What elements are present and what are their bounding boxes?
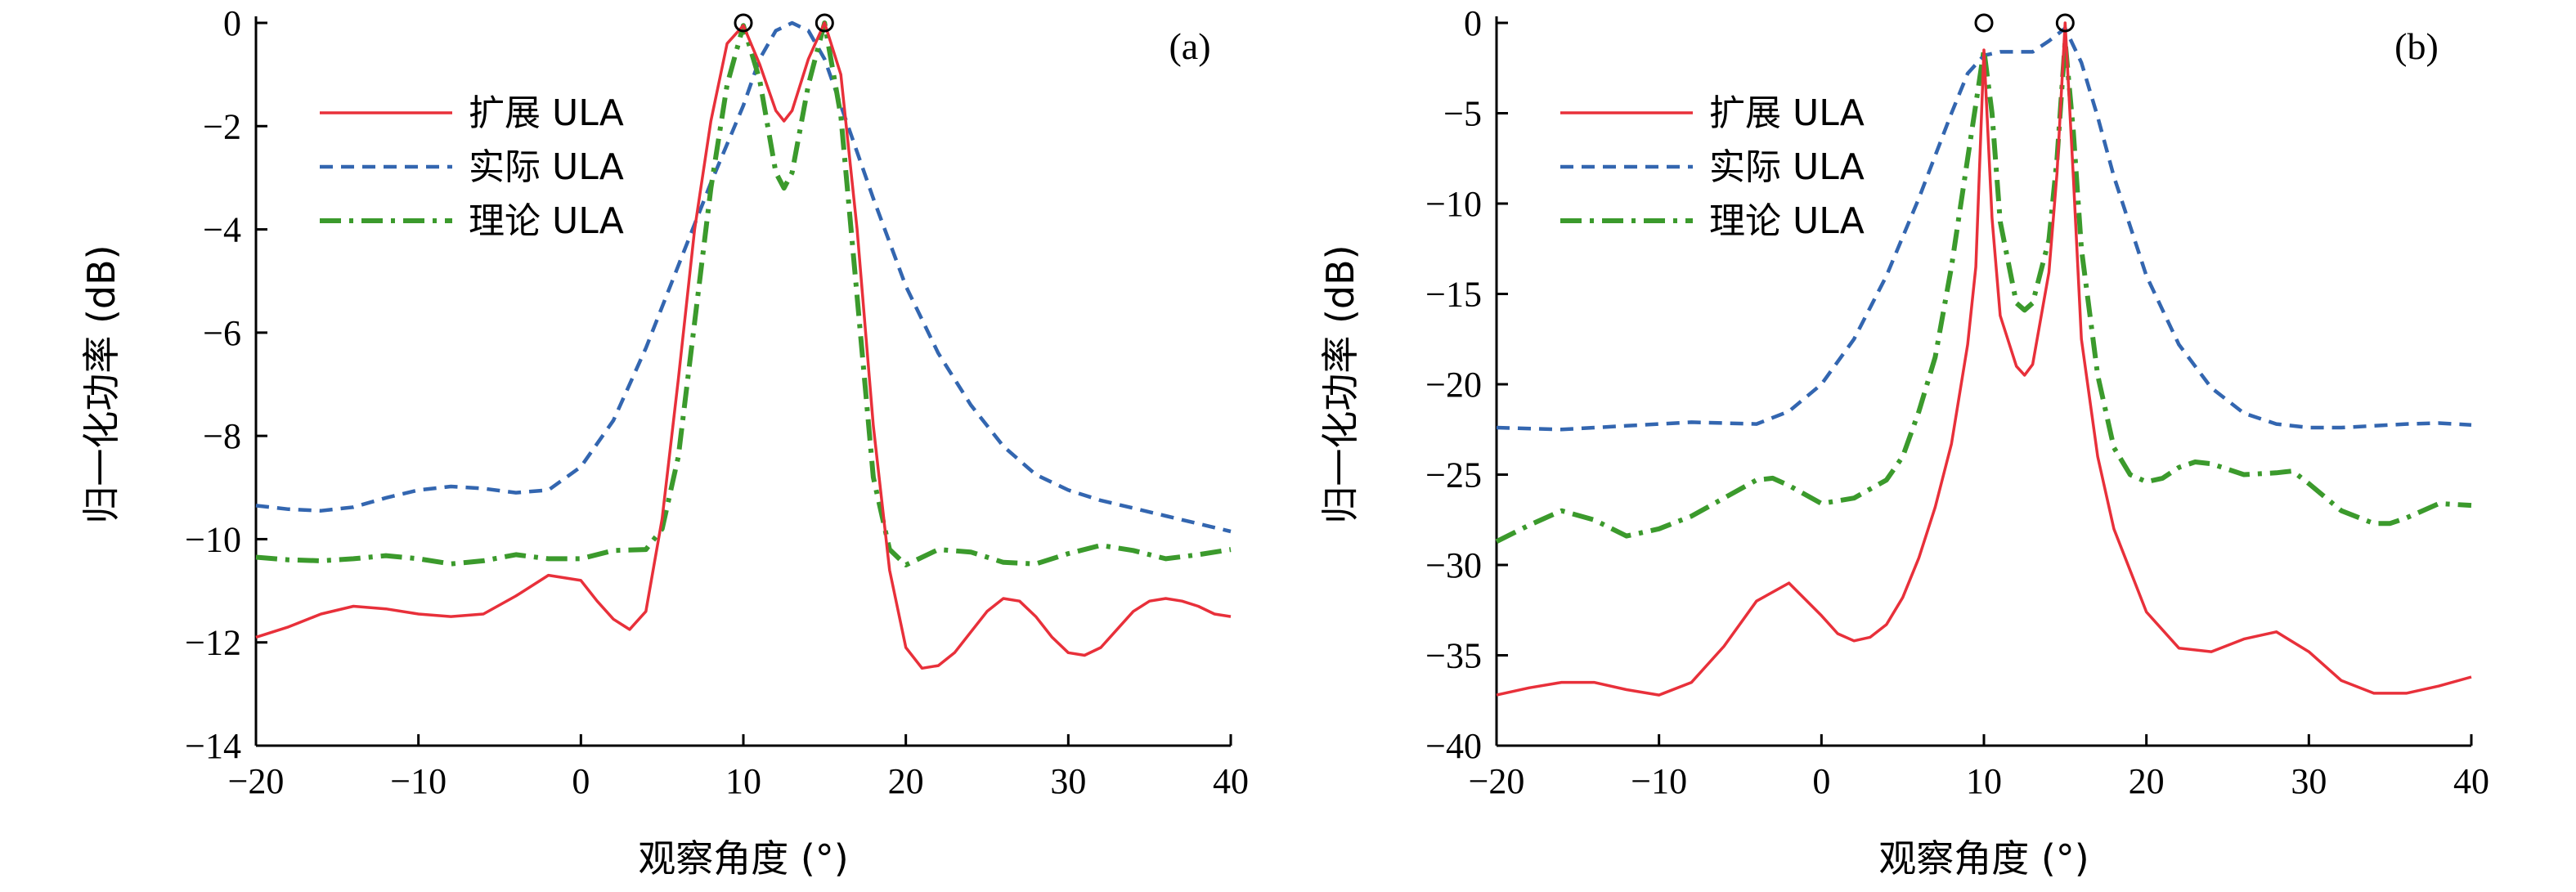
series-line-2: [1496, 26, 2472, 432]
legend-label: 扩展 ULA: [1709, 92, 1865, 134]
y-tick-label: −30: [1425, 545, 1482, 585]
series-line-2: [255, 20, 1232, 534]
x-tick-label: 0: [572, 761, 590, 801]
y-tick-label: −2: [203, 106, 241, 146]
panel-label: (a): [1169, 25, 1210, 67]
chart-panel-2: 0−5−10−15−20−25−30−35−40−20 −10 0 10 20 30 40观…: [1318, 3, 2489, 881]
target-marker: [1974, 13, 1994, 33]
panel-label: (b): [2394, 25, 2439, 67]
y-tick-label: −35: [1425, 636, 1482, 676]
x-tick-label: 10: [725, 761, 761, 801]
chart-panel-1: 0 −2 −4 −6 −8 −10 −12 −14−20 −10 0 10 20 30 40 观察角度 (°…: [79, 3, 1249, 881]
legend-label: 扩展 ULA: [469, 92, 624, 134]
x-axis-title: 观察角度 (°): [1878, 836, 2089, 881]
y-tick-label: −12: [185, 623, 241, 663]
y-tick-label: −4: [203, 210, 241, 250]
y-tick-label: −15: [1425, 275, 1482, 315]
target-marker: [815, 13, 834, 33]
y-axis-title: 归一化功率 (dB): [1318, 244, 1362, 523]
x-tick-label: 10: [1966, 761, 2002, 801]
target-marker: [2055, 13, 2075, 33]
y-tick-label: −10: [1425, 184, 1482, 224]
y-tick-label: −20: [1425, 365, 1482, 405]
legend-label: 实际 ULA: [469, 146, 624, 188]
y-tick-label: −8: [203, 416, 241, 456]
y-tick-label: −6: [203, 313, 241, 353]
x-tick-label: −10: [390, 761, 447, 801]
y-tick-label: 0: [223, 3, 241, 43]
legend-label: 理论 ULA: [469, 200, 624, 242]
target-marker: [734, 13, 753, 33]
x-tick-label: 40: [1213, 761, 1249, 801]
series-line-3: [1495, 38, 2472, 544]
legend-label: 理论 ULA: [1709, 200, 1865, 242]
x-tick-label: −20: [1469, 761, 1525, 801]
y-tick-label: 0: [1464, 3, 1482, 43]
y-tick-label: −10: [185, 519, 241, 559]
y-axis-title: 归一化功率 (dB): [79, 244, 123, 523]
x-axis-title: 观察角度 (°): [638, 836, 849, 881]
x-tick-label: 0: [1812, 761, 1830, 801]
x-tick-label: 30: [1050, 761, 1086, 801]
x-tick-label: 30: [2291, 761, 2327, 801]
legend-label: 实际 ULA: [1709, 146, 1865, 188]
x-tick-label: 20: [2129, 761, 2165, 801]
x-tick-label: −20: [228, 761, 285, 801]
y-tick-label: −40: [1425, 726, 1482, 766]
series-line-3: [255, 20, 1232, 567]
series-line-1: [255, 21, 1232, 670]
x-tick-label: 40: [2453, 761, 2489, 801]
y-tick-label: −5: [1443, 94, 1482, 134]
x-tick-label: 20: [888, 761, 924, 801]
x-tick-label: −10: [1631, 761, 1687, 801]
y-tick-label: −25: [1425, 455, 1482, 495]
series-line-1: [1496, 21, 2472, 697]
y-tick-label: −14: [185, 726, 241, 766]
